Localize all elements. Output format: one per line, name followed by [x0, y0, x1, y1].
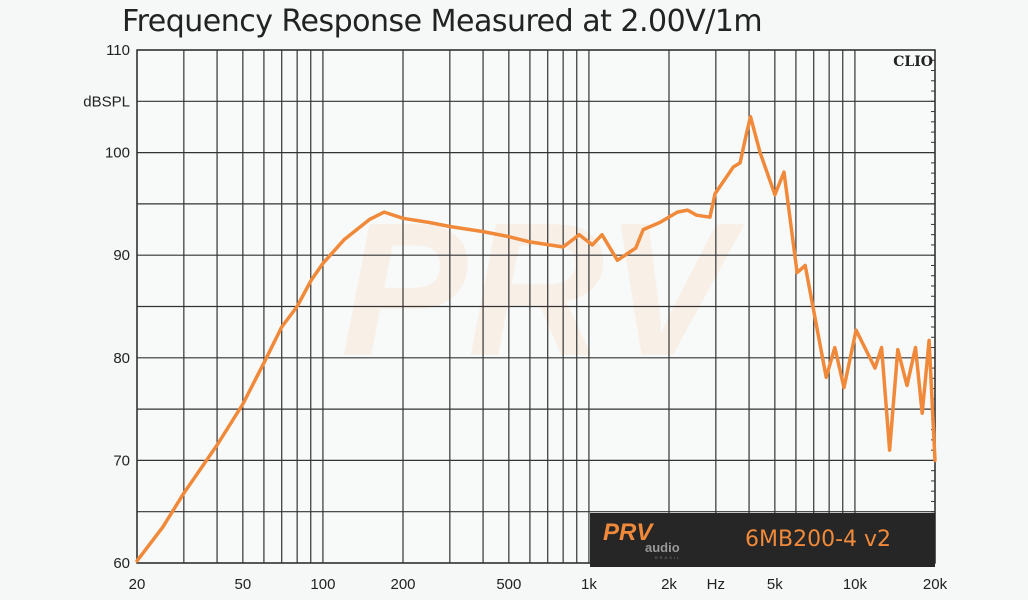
- legend-box: [590, 513, 935, 567]
- legend-logo: PRV: [603, 519, 654, 546]
- y-tick-label: 70: [113, 452, 130, 469]
- x-tick-label: 20k: [923, 576, 948, 593]
- y-axis-label: dBSPL: [83, 93, 130, 110]
- legend-model: 6MB200-4 v2: [745, 527, 891, 552]
- x-tick-label: 20: [129, 576, 146, 593]
- x-axis-unit: Hz: [707, 576, 725, 593]
- x-tick-label: 1k: [581, 576, 597, 593]
- x-tick-label: 10k: [843, 576, 868, 593]
- x-tick-label: 500: [496, 576, 521, 593]
- chart-title: Frequency Response Measured at 2.00V/1m: [122, 4, 763, 39]
- clio-label: CLIO: [893, 54, 933, 70]
- y-tick-label: 110: [106, 42, 130, 59]
- x-tick-label: 100: [310, 576, 335, 593]
- legend-logo-audio: audio: [645, 540, 680, 555]
- legend-logo-sub: BRASIL: [655, 555, 681, 560]
- x-tick-label: 5k: [767, 576, 783, 593]
- y-tick-label: 60: [113, 555, 130, 572]
- y-tick-label: 100: [105, 145, 130, 162]
- x-tick-label: 2k: [661, 576, 677, 593]
- x-tick-label: 200: [390, 576, 415, 593]
- x-tick-label: 50: [235, 576, 252, 593]
- y-tick-label: 80: [113, 350, 130, 367]
- series-line: [135, 114, 937, 563]
- y-tick-label: 90: [113, 247, 130, 264]
- watermark-logo: PRV: [341, 184, 745, 396]
